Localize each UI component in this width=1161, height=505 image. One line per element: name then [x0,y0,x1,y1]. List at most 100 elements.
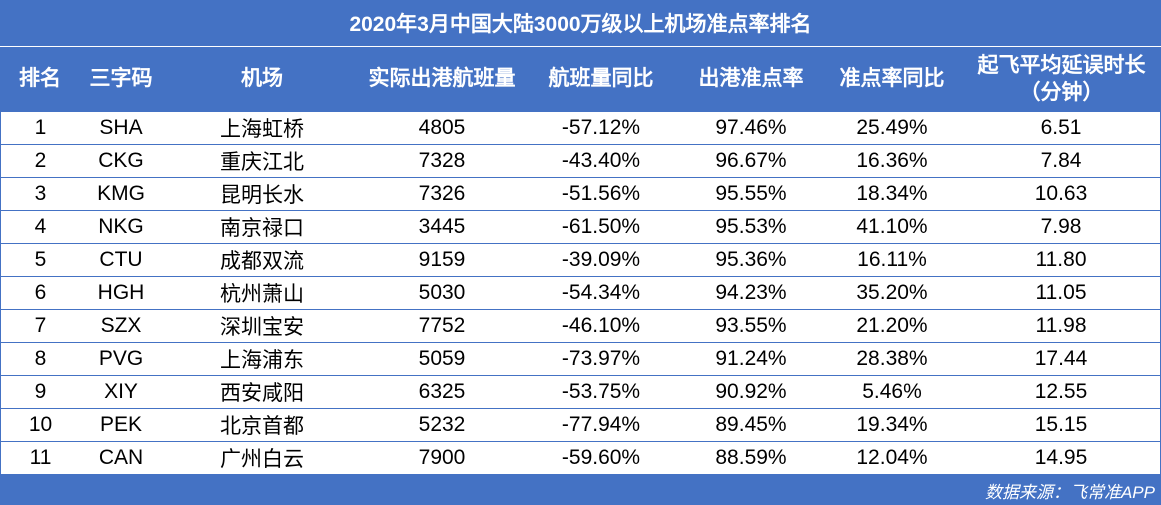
cell-on-time-rate: 89.45% [715,413,787,436]
cell-departures: 3445 [418,215,466,238]
cell-departures-yoy: -46.10% [561,314,641,337]
column-header-rank: 排名 [19,67,61,91]
column-header-airport: 机场 [241,67,283,91]
cell-airport: 杭州萧山 [220,283,304,306]
cell-avg-delay-minutes: 15.15 [1034,413,1088,436]
cell-departures: 4805 [418,116,466,139]
cell-iata-code: SHA [99,116,143,139]
table-body: 1 SHA 上海虹桥 4805 -57.12% 97.46% 25.49% 6.51 2 CKG 重… [0,112,1161,475]
cell-avg-delay-minutes: 17.44 [1034,347,1088,370]
cell-airport: 昆明长水 [220,184,304,207]
table-row: 6 HGH 杭州萧山 5030 -54.34% 94.23% 35.20% 11.05 [1,277,1160,310]
column-header-iata-code: 三字码 [89,67,153,91]
cell-airport: 深圳宝安 [220,316,304,339]
cell-avg-delay-minutes: 10.63 [1034,182,1088,205]
cell-airport: 南京禄口 [220,217,304,240]
cell-on-time-rate-yoy: 16.11% [857,248,927,271]
cell-rank: 5 [34,248,47,271]
cell-iata-code: CKG [98,149,144,172]
table-header-row: 排名 三字码 机场 实际出港航班量 航班量同比 出港准点率 准点率同比 起飞平均… [0,47,1161,112]
table-row: 5 CTU 成都双流 9159 -39.09% 95.36% 16.11% 11.80 [1,244,1160,277]
cell-rank: 1 [34,116,47,139]
cell-iata-code: SZX [100,314,142,337]
table-row: 2 CKG 重庆江北 7328 -43.40% 96.67% 16.36% 7.84 [1,145,1160,178]
cell-avg-delay-minutes: 11.98 [1035,314,1087,337]
cell-rank: 6 [34,281,47,304]
cell-departures: 7752 [418,314,466,337]
cell-on-time-rate-yoy: 21.20% [856,314,928,337]
cell-avg-delay-minutes: 7.84 [1040,149,1082,172]
cell-rank: 10 [28,413,53,436]
cell-departures-yoy: -61.50% [561,215,641,238]
cell-airport: 北京首都 [220,415,304,438]
cell-iata-code: XIY [104,380,138,403]
cell-airport: 上海浦东 [220,349,304,372]
cell-rank: 8 [34,347,47,370]
cell-avg-delay-minutes: 11.05 [1035,281,1087,304]
cell-departures: 7328 [418,149,466,172]
cell-rank: 11 [29,446,52,469]
cell-iata-code: HGH [97,281,145,304]
cell-rank: 7 [34,314,47,337]
cell-departures: 7900 [418,446,466,469]
column-header-on-time-rate-yoy: 准点率同比 [839,67,945,91]
cell-departures: 5232 [418,413,466,436]
column-header-avg-delay-minutes: 起飞平均延误时长 （分钟） [977,54,1146,104]
cell-airport: 广州白云 [220,448,304,471]
cell-iata-code: PVG [98,347,144,370]
cell-departures-yoy: -59.60% [561,446,641,469]
column-header-departures: 实际出港航班量 [368,67,516,91]
table-title: 2020年3月中国大陆3000万级以上机场准点率排名 [0,0,1161,47]
cell-departures-yoy: -39.09% [561,248,641,271]
cell-on-time-rate-yoy: 12.04% [856,446,928,469]
cell-avg-delay-minutes: 14.95 [1034,446,1088,469]
source-footer: 数据来源：飞常准APP [0,475,1161,505]
cell-airport: 重庆江北 [220,151,304,174]
cell-on-time-rate: 95.36% [715,248,787,271]
cell-rank: 9 [34,380,47,403]
cell-avg-delay-minutes: 12.55 [1034,380,1088,403]
cell-on-time-rate-yoy: 28.38% [856,347,928,370]
cell-departures-yoy: -51.56% [561,182,641,205]
cell-iata-code: CAN [98,446,144,469]
cell-departures-yoy: -57.12% [561,116,641,139]
column-header-on-time-rate: 出港准点率 [698,67,804,91]
cell-on-time-rate: 95.53% [715,215,787,238]
table-row: 1 SHA 上海虹桥 4805 -57.12% 97.46% 25.49% 6.51 [1,112,1160,145]
cell-departures-yoy: -77.94% [561,413,641,436]
cell-departures: 6325 [418,380,466,403]
cell-departures-yoy: -43.40% [561,149,641,172]
table-row: 7 SZX 深圳宝安 7752 -46.10% 93.55% 21.20% 11.98 [1,310,1160,343]
cell-on-time-rate: 90.92% [715,380,787,403]
cell-departures: 9159 [418,248,466,271]
cell-airport: 西安咸阳 [220,382,304,405]
column-header-departures-yoy: 航班量同比 [548,67,654,91]
cell-on-time-rate-yoy: 25.49% [856,116,928,139]
table-row: 10 PEK 北京首都 5232 -77.94% 89.45% 19.34% 15.15 [1,409,1160,442]
cell-iata-code: KMG [97,182,145,205]
cell-avg-delay-minutes: 11.80 [1035,248,1087,271]
table-row: 4 NKG 南京禄口 3445 -61.50% 95.53% 41.10% 7.98 [1,211,1160,244]
cell-on-time-rate: 88.59% [715,446,787,469]
cell-avg-delay-minutes: 6.51 [1040,116,1082,139]
cell-departures: 7326 [418,182,466,205]
cell-iata-code: NKG [98,215,144,238]
source-note: 数据来源：飞常准APP [984,482,1155,502]
cell-on-time-rate: 95.55% [715,182,787,205]
cell-avg-delay-minutes: 7.98 [1040,215,1082,238]
cell-iata-code: CTU [99,248,143,271]
cell-airport: 成都双流 [220,250,304,273]
cell-departures-yoy: -53.75% [561,380,641,403]
cell-departures-yoy: -54.34% [561,281,641,304]
cell-departures-yoy: -73.97% [561,347,641,370]
cell-departures: 5059 [418,347,466,370]
cell-on-time-rate: 97.46% [715,116,787,139]
cell-departures: 5030 [418,281,466,304]
cell-on-time-rate-yoy: 16.36% [856,149,928,172]
cell-rank: 2 [34,149,47,172]
table-row: 9 XIY 西安咸阳 6325 -53.75% 90.92% 5.46% 12.55 [1,376,1160,409]
cell-on-time-rate-yoy: 18.34% [856,182,928,205]
cell-rank: 4 [34,215,47,238]
table-row: 3 KMG 昆明长水 7326 -51.56% 95.55% 18.34% 10.63 [1,178,1160,211]
